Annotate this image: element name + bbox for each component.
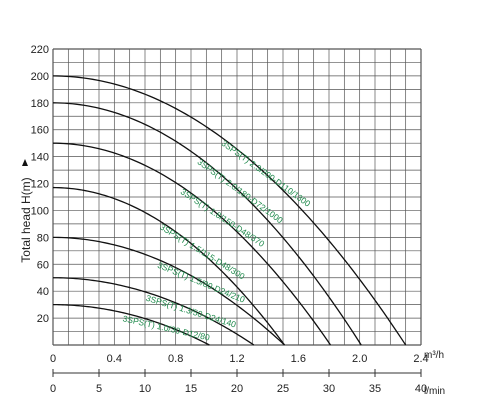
x-tick-label-secondary: 0 [50,383,56,395]
x-tick-label: 2.0 [352,353,367,365]
y-tick-label: 20 [37,313,49,325]
y-tick-label: 60 [37,259,49,271]
performance-curve [52,236,285,346]
performance-curve [52,277,255,346]
x-tick-label: 1.2 [229,353,244,365]
y-tick-label: 40 [37,286,49,298]
y-tick-label: 140 [31,152,49,164]
y-tick-label: 80 [37,232,49,244]
x-tick-label-secondary: 5 [96,383,102,395]
x-tick-label: 1.6 [291,353,306,365]
y-tick-label: 220 [31,44,49,56]
y-tick-label: 160 [31,125,49,137]
x-tick-label-secondary: 30 [323,383,335,395]
performance-curve [52,75,407,346]
x-tick-label: 0.8 [168,353,183,365]
y-tick-label: 120 [31,179,49,191]
x-tick-label-secondary: 15 [185,383,197,395]
y-tick-label: 180 [31,98,49,110]
y-tick-label: 200 [31,71,49,83]
x-tick-label-secondary: 20 [231,383,243,395]
x-tick-labels-primary: 0 0.4 0.8 1.2 1.6 2.0 2.4 [50,353,429,365]
x-tick-label: 2.4 [413,353,428,365]
x-tick-labels-secondary: 0 5 10 15 20 25 30 35 40 [50,383,427,395]
grid [52,48,422,346]
secondary-axis-ticks [52,369,422,377]
performance-curve [52,186,286,346]
y-axis-arrow-icon [22,159,28,166]
x-tick-label-secondary: 10 [139,383,151,395]
y-tick-label: 100 [31,205,49,217]
x-unit-secondary: l/min [424,386,445,397]
x-tick-label: 0.4 [107,353,122,365]
x-tick-label-secondary: 35 [369,383,381,395]
y-axis-label: Total head H(m) [19,177,33,262]
performance-curve [53,303,210,346]
x-unit-primary: m³/h [424,350,444,361]
x-tick-label-secondary: 25 [277,383,289,395]
performance-curves [52,75,407,346]
curve-label: 3SPS(T) 2.0/180-D72/1000 [196,157,285,226]
x-tick-label-secondary: 40 [415,383,427,395]
performance-curve [52,142,332,346]
x-tick-label: 0 [50,353,56,365]
y-tick-labels: 20 40 60 80 100 120 140 160 180 200 220 [31,44,49,325]
performance-curve [52,102,362,346]
